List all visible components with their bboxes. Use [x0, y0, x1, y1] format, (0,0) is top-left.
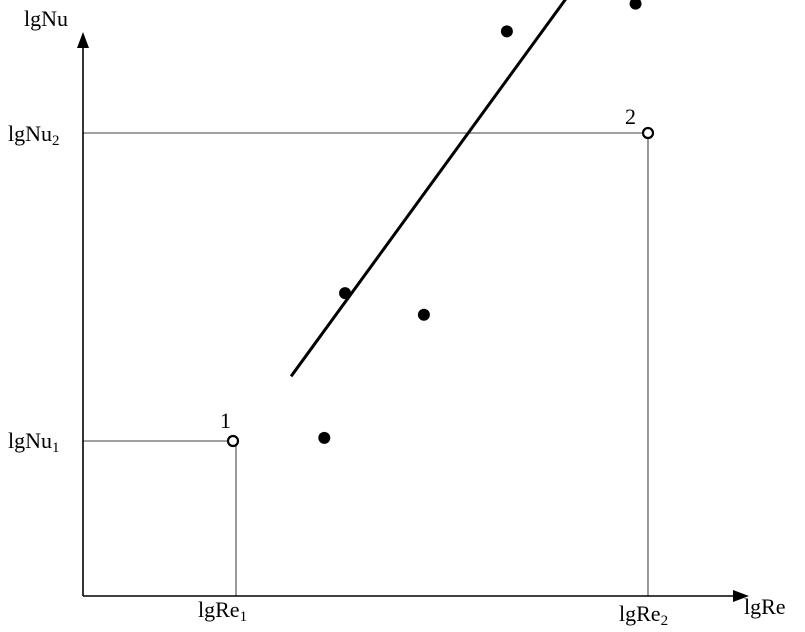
axes	[77, 32, 749, 602]
scatter-point-2	[339, 287, 352, 300]
scatter-point-1	[318, 431, 331, 444]
scatter-point-5	[629, 0, 642, 10]
reference-point-2	[641, 126, 655, 140]
y-tick-label-1: lgNu1	[8, 428, 60, 456]
scatter-points	[318, 0, 642, 444]
reference-point-1	[226, 434, 240, 448]
x-tick-label-1: lgRe1	[198, 597, 247, 625]
y-axis-label: lgNu	[24, 6, 68, 31]
scatter-point-3	[417, 308, 430, 321]
fit-line	[289, 0, 567, 378]
point-label-1: 1	[220, 408, 231, 433]
reference-lines	[83, 132, 649, 596]
y-tick-label-2: lgNu2	[8, 121, 60, 149]
y-axis-arrow	[77, 32, 89, 48]
x-axis-label: lgRe	[744, 594, 786, 619]
x-axis-arrow	[733, 590, 749, 602]
point-label-2: 2	[625, 104, 636, 129]
x-tick-label-2: lgRe2	[619, 601, 668, 629]
scatter-point-4	[500, 25, 513, 38]
